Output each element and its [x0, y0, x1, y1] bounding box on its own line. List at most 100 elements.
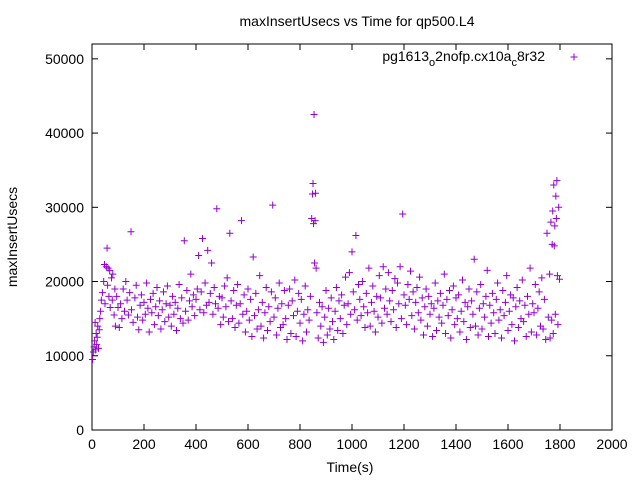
data-point — [522, 332, 530, 340]
data-point — [95, 326, 103, 334]
data-point — [403, 321, 411, 329]
data-point — [472, 322, 479, 330]
data-point — [243, 307, 251, 315]
data-point — [93, 333, 101, 341]
data-point — [148, 309, 156, 317]
data-point — [547, 218, 555, 226]
data-point — [196, 306, 204, 314]
data-point — [222, 303, 230, 311]
data-point — [421, 303, 429, 311]
data-point — [287, 330, 295, 337]
data-point — [349, 288, 357, 296]
data-point — [240, 291, 248, 299]
data-point — [248, 332, 256, 340]
data-point — [475, 304, 483, 312]
data-point — [117, 300, 125, 308]
data-point — [446, 286, 453, 294]
data-point — [399, 210, 407, 218]
data-point — [249, 253, 257, 261]
data-point — [433, 327, 440, 335]
data-point — [331, 307, 339, 315]
data-point — [499, 286, 507, 294]
data-point — [531, 281, 539, 289]
data-point — [457, 307, 465, 315]
data-point — [500, 312, 508, 320]
data-point — [131, 294, 139, 302]
data-point — [555, 203, 563, 211]
data-point — [447, 334, 455, 342]
data-point — [305, 316, 313, 324]
data-point — [286, 285, 294, 293]
data-point — [171, 298, 179, 306]
data-point — [205, 298, 213, 306]
data-point — [209, 310, 217, 318]
data-point — [108, 274, 115, 282]
data-point — [413, 283, 421, 291]
data-point — [186, 297, 193, 305]
data-point — [456, 328, 464, 336]
data-point — [295, 289, 303, 297]
data-point — [543, 229, 551, 237]
data-point — [390, 306, 398, 314]
data-point — [353, 316, 361, 324]
data-point — [301, 282, 309, 290]
data-point — [235, 319, 243, 327]
data-point — [110, 311, 118, 319]
y-axis-tick-labels: 0 10000 20000 30000 40000 50000 — [45, 51, 84, 438]
data-point — [396, 263, 404, 271]
data-point — [275, 279, 283, 287]
data-point — [335, 297, 343, 305]
data-point — [165, 313, 173, 321]
data-point — [327, 294, 335, 302]
legend-marker — [570, 53, 578, 61]
data-point — [491, 330, 499, 337]
data-point — [490, 309, 498, 317]
data-point — [482, 292, 490, 300]
data-point — [366, 322, 374, 330]
data-point — [132, 281, 140, 289]
data-point — [232, 301, 240, 309]
data-point — [183, 286, 191, 294]
data-point — [485, 332, 492, 340]
data-point — [533, 331, 541, 339]
data-point — [518, 276, 526, 284]
data-point — [173, 327, 180, 335]
plot-frame — [91, 43, 613, 431]
data-point — [93, 341, 101, 349]
data-point — [101, 300, 109, 308]
x-tick-label: 800 — [288, 436, 312, 452]
data-point — [214, 304, 222, 312]
data-point — [314, 334, 322, 342]
data-point — [102, 263, 110, 271]
data-point — [311, 259, 319, 267]
data-point — [147, 295, 154, 303]
data-point — [217, 321, 225, 329]
data-point — [343, 321, 351, 329]
data-point — [422, 285, 430, 293]
data-point — [208, 259, 216, 267]
data-point — [377, 294, 385, 302]
data-point — [322, 286, 330, 294]
data-point — [297, 295, 305, 303]
data-point — [552, 192, 560, 200]
data-point — [193, 285, 201, 293]
data-point — [92, 346, 100, 354]
data-point — [284, 301, 292, 309]
data-point — [347, 310, 355, 318]
data-point — [97, 307, 105, 315]
data-point — [504, 327, 512, 335]
data-point — [425, 292, 433, 300]
data-point — [524, 292, 531, 300]
data-point — [134, 313, 141, 321]
data-point — [430, 304, 438, 312]
data-point — [468, 297, 476, 305]
data-point — [241, 328, 249, 336]
data-point — [414, 309, 422, 317]
data-point — [495, 316, 503, 324]
data-point — [538, 274, 546, 282]
data-point — [442, 330, 450, 337]
data-point — [201, 279, 209, 287]
data-point — [127, 228, 135, 236]
data-point — [247, 295, 255, 303]
data-point — [111, 322, 119, 330]
